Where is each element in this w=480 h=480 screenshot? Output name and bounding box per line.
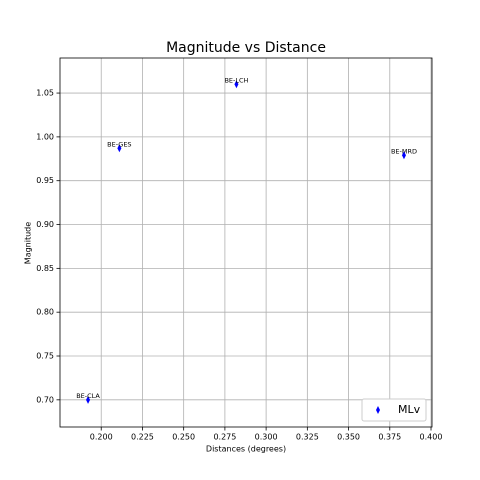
point-label: BE-CLA <box>76 392 100 400</box>
x-tick-label: 0.325 <box>296 433 319 442</box>
x-tick-label: 0.300 <box>255 433 278 442</box>
legend-label: MLv <box>398 403 421 416</box>
point-label: BE-MRD <box>391 147 417 155</box>
legend-box <box>361 398 427 422</box>
legend-marker <box>376 406 380 414</box>
x-tick-label: 0.350 <box>337 433 360 442</box>
plot-frame <box>59 57 433 428</box>
x-tick-label: 0.400 <box>420 433 443 442</box>
point-label: BE-LCH <box>224 76 248 84</box>
x-tick-label: 0.250 <box>172 433 195 442</box>
y-tick-label: 0.80 <box>36 308 54 317</box>
x-tick-label: 0.200 <box>90 433 113 442</box>
y-tick-label: 1.05 <box>36 89 54 98</box>
y-tick-label: 0.70 <box>36 395 54 404</box>
x-tick-label: 0.225 <box>131 433 154 442</box>
x-axis-label: Distances (degrees) <box>206 445 286 454</box>
point-label: BE-GES <box>107 140 131 148</box>
x-tick-label: 0.375 <box>378 433 401 442</box>
x-tick-label: 0.275 <box>213 433 236 442</box>
point <box>86 395 91 404</box>
point <box>234 80 239 89</box>
point <box>401 151 406 160</box>
y-tick-label: 0.90 <box>36 220 54 229</box>
y-tick-label: 0.75 <box>36 352 54 361</box>
y-tick-label: 1.00 <box>36 132 54 141</box>
y-axis-label: Magnitude <box>24 222 33 264</box>
chart-title: Magnitude vs Distance <box>166 40 326 56</box>
y-tick-label: 0.85 <box>36 264 54 273</box>
y-tick-label: 0.95 <box>36 176 54 185</box>
point <box>117 144 122 153</box>
